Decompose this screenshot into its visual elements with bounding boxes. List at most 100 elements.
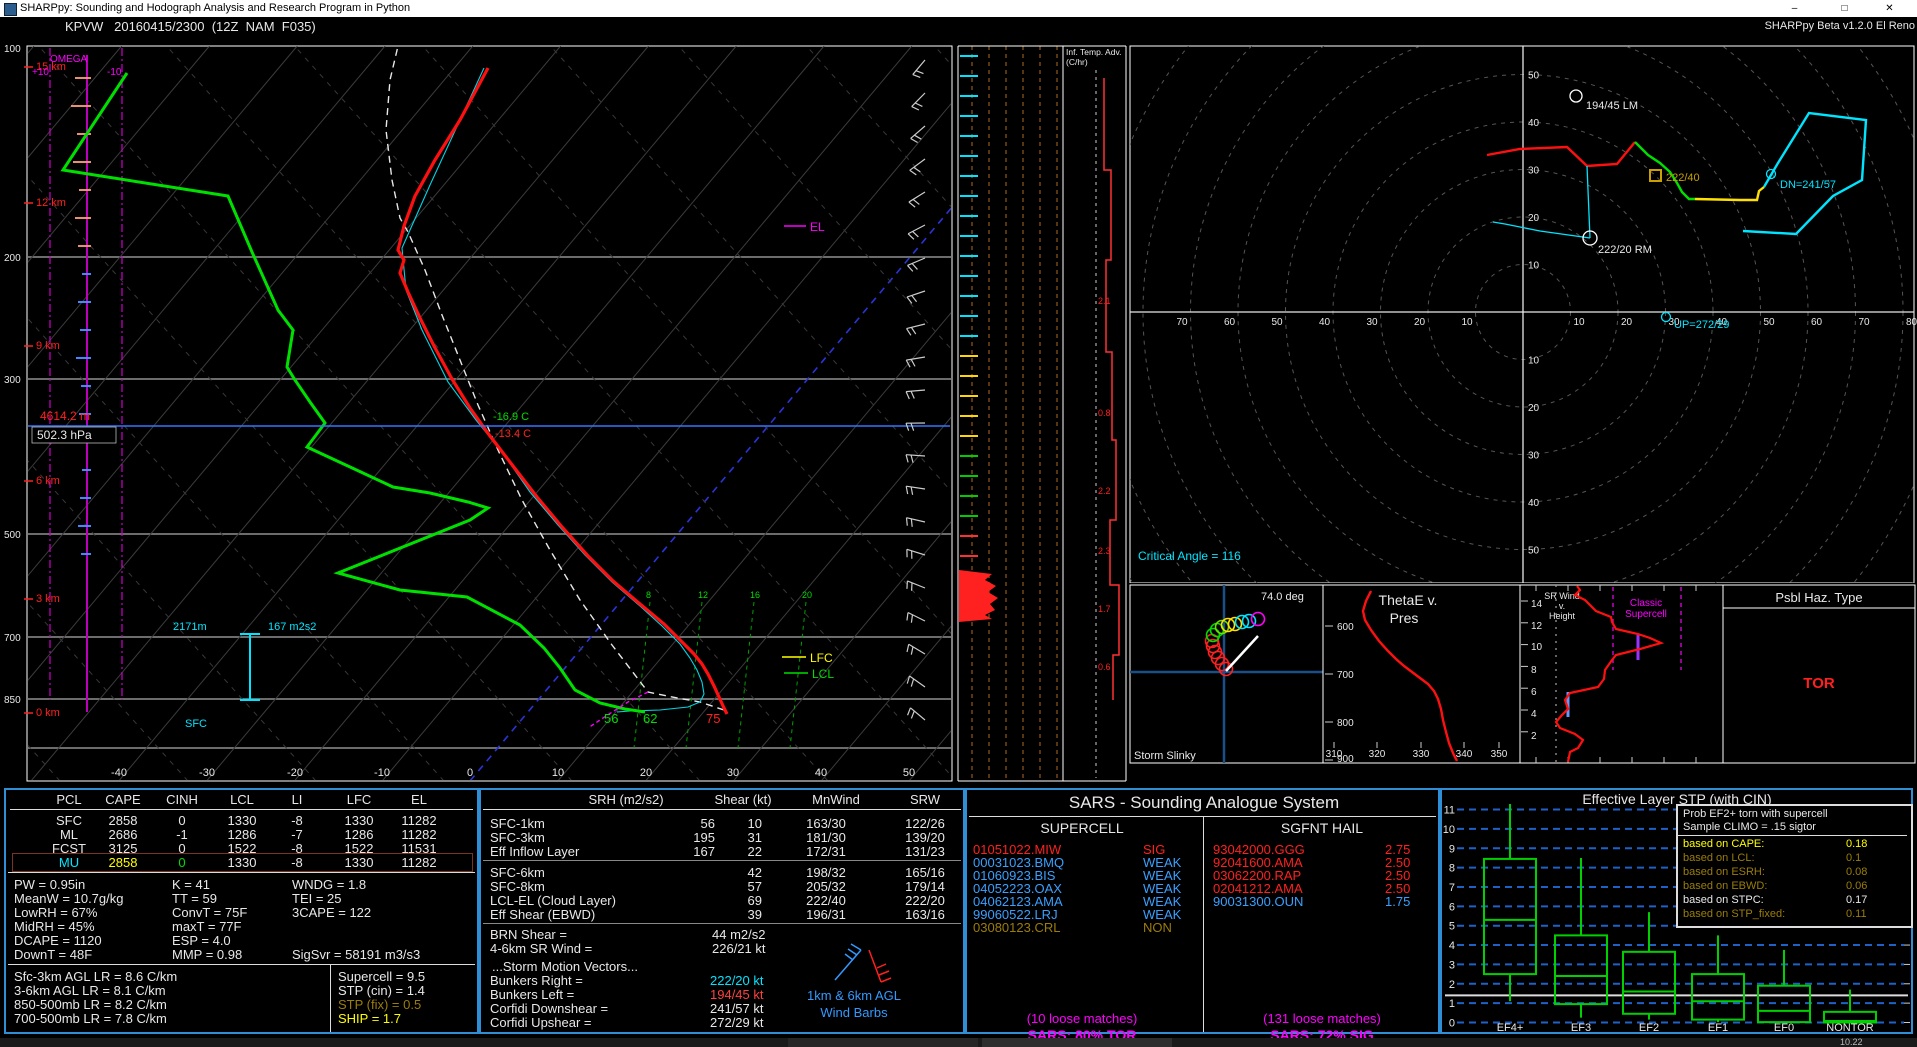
sars-match[interactable]: 01060923.BIS — [973, 868, 1056, 883]
wind-barb-column — [905, 59, 926, 721]
pcl-header: LFC — [346, 792, 372, 807]
advection-frame — [957, 45, 1127, 782]
omega-plus-label: +10 — [32, 67, 49, 78]
pcl-row-name[interactable]: FCST — [52, 841, 86, 856]
thetae-xtick: 320 — [1369, 749, 1386, 760]
sr46-label: 4-6km SR Wind = — [490, 941, 593, 956]
taskbar-app[interactable] — [982, 1038, 1172, 1047]
brn-value: 44 m2/s2 — [712, 927, 766, 942]
pcl-header: EL — [411, 792, 427, 807]
maximize-icon[interactable]: □ — [1841, 3, 1848, 14]
hodograph-axes — [1130, 46, 1914, 583]
kin-cell: 179/14 — [905, 879, 945, 894]
kin-row-name: Eff Inflow Layer — [490, 844, 580, 859]
stp-legend-line2: Sample CLIMO = .15 sigtor — [1683, 821, 1816, 833]
barb-caption1: 1km & 6km AGL — [807, 988, 901, 1003]
corfidi-up-value: 272/29 kt — [710, 1015, 764, 1030]
stp-legend-label: based on LCL: — [1683, 852, 1755, 864]
svg-text:40: 40 — [1716, 317, 1728, 328]
height-label: 3 km — [36, 593, 60, 605]
svg-text:20: 20 — [1414, 317, 1426, 328]
kin-cell: 205/32 — [806, 879, 846, 894]
sars-match[interactable]: 90031300.OUN — [1213, 894, 1304, 909]
pcl-row-name[interactable]: SFC — [56, 813, 82, 828]
hodograph-plot[interactable]: 10 20 30 40 50 60 70 80 70 60 50 40 30 20 10 50 40 30 20 10… — [1128, 35, 1917, 583]
svg-text:10: 10 — [1574, 317, 1586, 328]
sars-loose-matches: (131 loose matches) — [1263, 1011, 1381, 1026]
lapse-rate: 850-500mb LR = 8.2 C/km — [14, 997, 167, 1012]
kin-header: SRH (m2/s2) — [588, 792, 664, 807]
sars-match[interactable]: 00031023.BMQ — [973, 855, 1065, 870]
sars-match-size: 1.75 — [1385, 894, 1411, 909]
thetae-xtick: 330 — [1413, 749, 1430, 760]
stp-legend-value: 0.11 — [1846, 908, 1867, 920]
stat-wndg: WNDG = 1.8 — [292, 877, 367, 892]
storm-motion-header: ...Storm Motion Vectors... — [492, 959, 638, 974]
svg-text:40: 40 — [815, 767, 827, 779]
minimize-icon[interactable]: – — [1791, 3, 1798, 14]
pcl-cell: -8 — [291, 855, 303, 870]
slinky-title: Storm Slinky — [1134, 750, 1196, 762]
slinky-rings — [1204, 611, 1266, 677]
close-icon[interactable]: ✕ — [1885, 3, 1894, 14]
sars-match[interactable]: 99060522.LRJ — [973, 907, 1058, 922]
pcl-header: LI — [291, 792, 303, 807]
pressure-label: 500 — [4, 530, 21, 541]
readout-height: 4614.2 m — [40, 409, 90, 423]
corfidi-down-marker[interactable] — [1765, 168, 1777, 180]
kin-cell: 10 — [747, 816, 762, 831]
kin-cell: 165/16 — [905, 865, 945, 880]
pcl-cell: 0 — [178, 813, 186, 828]
app-icon — [4, 3, 17, 16]
sars-match[interactable]: 02041212.AMA — [1213, 881, 1303, 896]
svg-text:20: 20 — [640, 767, 652, 779]
thetae-ytick: 800 — [1337, 718, 1354, 729]
sars-match[interactable]: 04062123.AMA — [973, 894, 1063, 909]
srw-classic-label2: Supercell — [1625, 609, 1667, 620]
left-mover-marker[interactable] — [1569, 89, 1583, 103]
srw-ytick: 10 — [1531, 642, 1543, 653]
sars-match[interactable]: 01051022.MIW — [973, 842, 1062, 857]
sars-match[interactable]: 03062200.RAP — [1213, 868, 1302, 883]
corfidi-up-label: UP=272/29 — [1674, 319, 1729, 331]
kin-header: Shear (kt) — [714, 792, 772, 807]
pcl-cell: 1330 — [227, 855, 257, 870]
srw-panel[interactable] — [1519, 584, 1724, 764]
svg-text:10: 10 — [1462, 317, 1474, 328]
barb-caption2: Wind Barbs — [820, 1005, 888, 1020]
pcl-cell: 2858 — [108, 813, 138, 828]
svg-text:8: 8 — [1449, 863, 1455, 875]
thetae-panel[interactable] — [1322, 584, 1521, 764]
stat-convt: ConvT = 75F — [172, 905, 248, 920]
kin-cell: 222/40 — [806, 893, 846, 908]
right-mover-marker[interactable] — [1582, 230, 1598, 246]
sars-match[interactable]: 03080123.CRL — [973, 920, 1061, 935]
srw-ytick: 2 — [1531, 731, 1537, 742]
hazard-panel — [1722, 584, 1916, 764]
readout-pressure-box — [31, 426, 117, 444]
taskbar-app[interactable] — [788, 1038, 978, 1047]
kin-row-name: SFC-1km — [490, 816, 545, 831]
sars-match-quality: WEAK — [1143, 907, 1182, 922]
sars-panel: SARS - Sounding Analogue System SUPERCEL… — [965, 788, 1440, 1042]
readout-temp: -16.9 C — [493, 411, 529, 423]
skewt-plot[interactable]: 4614.2 m 502.3 hPa -16.9 C -13.4 C 100 2… — [0, 35, 1128, 785]
thetae-ytick: 700 — [1337, 670, 1354, 681]
corfidi-up-marker[interactable] — [1660, 311, 1672, 323]
kin-row-name: SFC-6km — [490, 865, 545, 880]
mean-wind-marker[interactable] — [1649, 169, 1662, 182]
sars-match[interactable]: 92041600.AMA — [1213, 855, 1303, 870]
pcl-row-name[interactable]: ML — [59, 827, 79, 842]
srw-ytick: 6 — [1531, 687, 1537, 698]
pcl-row-name[interactable]: MU — [58, 855, 80, 870]
sars-match-size: 2.50 — [1385, 881, 1411, 896]
kin-cell: 222/20 — [905, 893, 945, 908]
mixratio-label: 16 — [750, 590, 760, 600]
taskbar[interactable]: 10.22 — [0, 1038, 1917, 1047]
svg-text:-30: -30 — [199, 767, 215, 779]
storm-slinky-panel[interactable] — [1129, 584, 1324, 764]
sars-match[interactable]: 93042000.GGG — [1213, 842, 1305, 857]
kin-cell: 139/20 — [905, 830, 945, 845]
sars-match[interactable]: 04052223.OAX — [973, 881, 1062, 896]
